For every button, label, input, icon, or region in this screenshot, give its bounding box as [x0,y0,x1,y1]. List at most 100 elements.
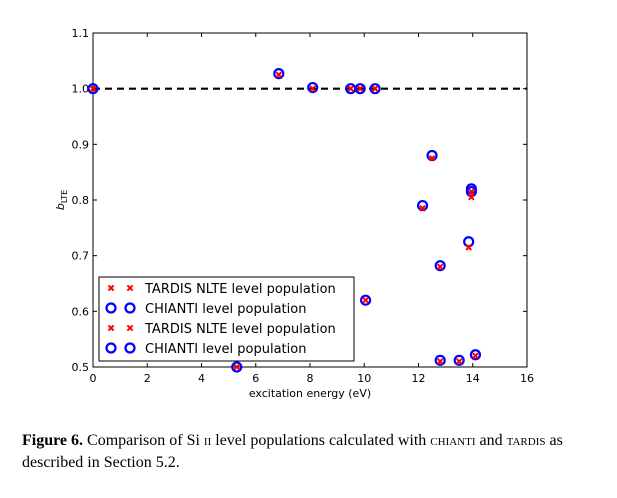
x-tick-label: 6 [252,372,259,385]
y-tick-label: 1.0 [72,83,90,96]
tardis-point-stroke-b [468,193,475,201]
tardis-point [275,71,283,79]
chianti-point [273,68,285,80]
tardis-point-stroke-b [309,85,317,92]
chianti-point [87,83,99,95]
tardis-point-stroke-b [436,358,444,365]
legend-tardis-marker-stroke-b [126,284,134,292]
y-tick-label: 0.8 [72,194,90,207]
x-tick-label: 8 [307,372,314,385]
x-axis-label: excitation energy (eV) [249,387,371,400]
tardis-point-stroke-b [233,363,241,371]
chianti-point [360,294,372,306]
legend-tardis-marker-stroke-b [126,324,134,332]
tardis-point-stroke-b [356,85,364,92]
chianti-point [465,183,477,195]
legend-tardis-label: TARDIS NLTE level population [144,282,336,297]
x-tick-label: 4 [198,372,205,385]
chianti-point [426,149,438,162]
tardis-point [472,352,479,360]
y-tick-label: 0.5 [72,361,90,374]
legend-chianti-label: CHIANTI level population [145,342,306,357]
caption-label: Figure 6. [22,432,84,449]
x-tick-label: 14 [466,372,480,385]
chianti-point [463,236,475,248]
tardis-point [356,85,364,92]
tardis-point-stroke-b [472,352,479,360]
legend-tardis-marker [126,324,134,332]
legend-tardis-marker [107,284,115,292]
tardis-point [347,85,354,92]
tardis-point-stroke-b [419,205,426,212]
caption-text-4: as described in Section 5.2. [22,432,563,471]
legend-chianti-marker [105,302,117,314]
figure-caption: Figure 6. Comparison of Si ii level popu… [22,430,602,474]
y-tick-label: 0.9 [72,138,90,151]
chianti-point [453,354,465,366]
tardis-point [371,85,379,92]
tardis-point [436,358,444,365]
data-markers [87,68,482,373]
tardis-point-stroke-b [89,85,97,92]
tardis-point-stroke-b [455,358,463,365]
y-axis-label-sub: LTE [60,190,69,203]
tardis-point [419,205,426,212]
y-tick-label: 1.1 [72,27,90,40]
tardis-point [428,154,436,162]
chianti-point [354,83,366,95]
tardis-point-stroke-b [347,85,354,92]
caption-text-2: level populations calculated with [211,432,431,449]
tardis-point [89,85,97,92]
legend-chianti-marker [124,342,136,354]
legend: TARDIS NLTE level population CHIANTI leve… [98,276,355,362]
tardis-point [233,363,241,371]
x-tick-label: 12 [412,372,426,385]
legend-tardis-marker-stroke-b [107,284,115,292]
caption-text-1: Comparison of Si [83,432,204,449]
tardis-point-stroke-b [436,263,444,271]
tardis-point [436,263,444,271]
tardis-point-stroke-b [465,244,472,251]
tardis-point-stroke-b [371,85,379,92]
chianti-point [231,361,243,373]
legend-chianti-marker [124,302,136,314]
tardis-point-stroke-b [428,154,436,162]
tardis-point-stroke-b [275,71,283,79]
y-axis-label-main: b [54,203,67,210]
caption-code-chianti: chianti [430,432,476,449]
legend-tardis-label: TARDIS NLTE level population [144,322,336,337]
y-tick-label: 0.6 [72,305,90,318]
x-tick-label: 0 [90,372,97,385]
chianti-point [369,83,381,95]
tardis-point-stroke-b [362,296,369,304]
tardis-point [309,85,317,92]
caption-ion: ii [203,432,212,449]
chianti-point [416,199,429,212]
legend-chianti-marker [105,342,117,354]
tardis-point [468,188,475,195]
tardis-point [455,358,463,365]
y-tick-label: 0.7 [72,250,90,263]
tardis-point [465,244,472,251]
chianti-point [434,260,446,272]
caption-code-tardis: tardis [506,432,546,449]
tardis-point-stroke-b [468,188,475,195]
legend-tardis-marker-stroke-b [107,324,115,332]
legend-frame [98,276,355,362]
plot-area: 0 2 4 6 8 10 12 14 16 0.5 0.6 0.7 0.8 0.9 1.0 1.1 [72,27,535,385]
legend-tardis-marker [107,324,115,332]
legend-tardis-marker [126,284,134,292]
tardis-point [362,296,369,304]
chianti-point [307,81,319,94]
x-tick-label: 10 [357,372,371,385]
tardis-point [468,193,475,201]
chianti-point [434,354,446,366]
axis-ticks: 0 2 4 6 8 10 12 14 16 0.5 0.6 0.7 0.8 0.9 1.0 1.1 [72,27,535,385]
scatter-chart: 0 2 4 6 8 10 12 14 16 0.5 0.6 0.7 0.8 0.9 1.0 1.1 excit… [54,27,535,400]
y-axis-label: bLTE [54,190,69,210]
legend-chianti-label: CHIANTI level population [145,302,306,317]
x-tick-label: 16 [520,372,534,385]
x-tick-label: 2 [144,372,151,385]
chianti-point [469,349,482,361]
caption-text-3: and [475,432,507,449]
